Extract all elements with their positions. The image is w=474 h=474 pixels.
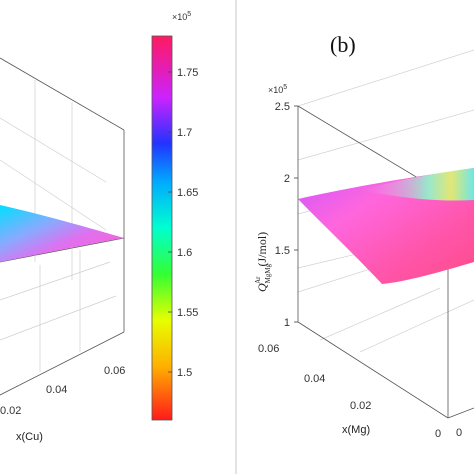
right-x-tick-2: 0.04	[304, 373, 325, 385]
right-box-frame	[297, 105, 474, 419]
colorbar-tick-label: 1.75	[177, 67, 198, 79]
right-z-exponent: ×105	[268, 84, 287, 95]
z-tick-label: 1	[284, 317, 290, 329]
panel-label-b: (b)	[330, 32, 356, 57]
right-y-tick-0: 0	[456, 427, 462, 439]
left-grid-lines	[0, 80, 117, 372]
colorbar: 1.5 1.55 1.6 1.65 1.7 1.75 ×105	[151, 11, 198, 421]
right-x-axis-label: x(Mg)	[342, 424, 370, 436]
left-box-frame	[0, 57, 125, 396]
left-x-tick-1: 0.04	[46, 384, 67, 396]
right-z-ticks: 1 1.5 2 2.5	[275, 101, 298, 329]
left-panel: 0.02 0.04 0.06 x(Cu)	[0, 57, 125, 443]
left-x-tick-0: 0.02	[0, 405, 21, 417]
colorbar-tick-label: 1.55	[177, 307, 198, 319]
colorbar-tick-label: 1.7	[177, 127, 192, 139]
left-x-axis-label: x(Cu)	[16, 431, 43, 443]
left-surface	[0, 205, 124, 262]
colorbar-exponent: ×105	[172, 11, 191, 22]
colorbar-tick-label: 1.5	[177, 367, 192, 379]
right-surface-highlight	[360, 168, 474, 201]
right-x-tick-0: 0	[435, 428, 441, 440]
right-x-tick-3: 0.06	[258, 343, 279, 355]
z-tick-label: 2.5	[275, 101, 290, 113]
z-tick-label: 2	[284, 173, 290, 185]
colorbar-ticks: 1.5 1.55 1.6 1.65 1.7 1.75	[168, 67, 198, 379]
colorbar-tick-label: 1.6	[177, 247, 192, 259]
right-x-tick-1: 0.02	[350, 400, 371, 412]
left-x-tick-2: 0.06	[104, 365, 125, 377]
z-tick-label: 1.5	[275, 245, 290, 257]
colorbar-gradient	[151, 35, 173, 421]
right-panel: (b) 1 1.5 2 2.5 ×105 QMgMgAr(J/mol) 0	[254, 32, 474, 440]
colorbar-tick-label: 1.65	[177, 187, 198, 199]
right-z-axis-label: QMgMgAr(J/mol)	[254, 232, 272, 292]
